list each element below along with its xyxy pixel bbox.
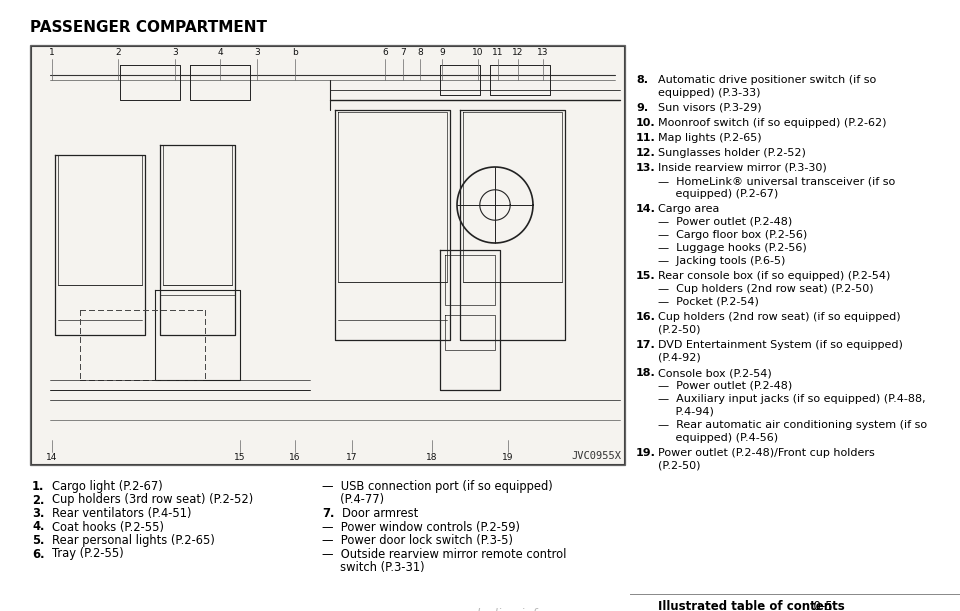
Text: (P.2-50): (P.2-50) bbox=[658, 461, 701, 471]
Text: 1: 1 bbox=[49, 48, 55, 57]
Text: equipped) (P.2-67): equipped) (P.2-67) bbox=[658, 189, 779, 199]
Text: P.4-94): P.4-94) bbox=[658, 407, 714, 417]
Text: 18: 18 bbox=[426, 453, 438, 462]
Text: switch (P.3-31): switch (P.3-31) bbox=[322, 561, 424, 574]
Text: Power outlet (P.2-48)/Front cup holders: Power outlet (P.2-48)/Front cup holders bbox=[658, 448, 875, 458]
Text: 3: 3 bbox=[172, 48, 178, 57]
Text: 9: 9 bbox=[439, 48, 444, 57]
Text: —  Power door lock switch (P.3-5): — Power door lock switch (P.3-5) bbox=[322, 534, 513, 547]
Text: Rear personal lights (P.2-65): Rear personal lights (P.2-65) bbox=[52, 534, 215, 547]
Text: Automatic drive positioner switch (if so: Automatic drive positioner switch (if so bbox=[658, 75, 876, 85]
Text: 5.: 5. bbox=[32, 534, 44, 547]
Text: 14: 14 bbox=[46, 453, 58, 462]
Text: Rear console box (if so equipped) (P.2-54): Rear console box (if so equipped) (P.2-5… bbox=[658, 271, 890, 281]
Text: 11: 11 bbox=[492, 48, 504, 57]
Text: (P.4-77): (P.4-77) bbox=[322, 494, 384, 507]
Text: DVD Entertainment System (if so equipped): DVD Entertainment System (if so equipped… bbox=[658, 340, 902, 350]
Text: 6: 6 bbox=[382, 48, 388, 57]
Text: 0-5: 0-5 bbox=[806, 600, 832, 611]
Text: Coat hooks (P.2-55): Coat hooks (P.2-55) bbox=[52, 521, 164, 533]
Text: PASSENGER COMPARTMENT: PASSENGER COMPARTMENT bbox=[30, 20, 267, 35]
Text: 12.: 12. bbox=[636, 148, 656, 158]
Text: —  Auxiliary input jacks (if so equipped) (P.4-88,: — Auxiliary input jacks (if so equipped)… bbox=[658, 394, 925, 404]
Text: (P.4-92): (P.4-92) bbox=[658, 353, 701, 363]
Text: 16: 16 bbox=[289, 453, 300, 462]
Text: Inside rearview mirror (P.3-30): Inside rearview mirror (P.3-30) bbox=[658, 163, 827, 173]
Text: 15.: 15. bbox=[636, 271, 656, 281]
Text: 13: 13 bbox=[538, 48, 549, 57]
Text: JVC0955X: JVC0955X bbox=[571, 451, 621, 461]
Text: 19.: 19. bbox=[636, 448, 656, 458]
Text: 10.: 10. bbox=[636, 118, 656, 128]
Text: 14.: 14. bbox=[636, 204, 656, 214]
Text: Console box (P.2-54): Console box (P.2-54) bbox=[658, 368, 772, 378]
Text: Cup holders (3rd row seat) (P.2-52): Cup holders (3rd row seat) (P.2-52) bbox=[52, 494, 253, 507]
Text: 8.: 8. bbox=[636, 75, 648, 85]
Text: —  HomeLink® universal transceiver (if so: — HomeLink® universal transceiver (if so bbox=[658, 176, 896, 186]
Text: —  Pocket (P.2-54): — Pocket (P.2-54) bbox=[658, 297, 758, 307]
Text: —  Power outlet (P.2-48): — Power outlet (P.2-48) bbox=[658, 217, 792, 227]
Text: 10: 10 bbox=[472, 48, 484, 57]
Text: Tray (P.2-55): Tray (P.2-55) bbox=[52, 547, 124, 560]
Text: 3.: 3. bbox=[32, 507, 44, 520]
Text: 13.: 13. bbox=[636, 163, 656, 173]
Text: Cup holders (2nd row seat) (if so equipped): Cup holders (2nd row seat) (if so equipp… bbox=[658, 312, 900, 322]
Text: Rear ventilators (P.4-51): Rear ventilators (P.4-51) bbox=[52, 507, 191, 520]
Text: 3: 3 bbox=[254, 48, 260, 57]
Text: —  Cargo floor box (P.2-56): — Cargo floor box (P.2-56) bbox=[658, 230, 807, 240]
Text: Sunglasses holder (P.2-52): Sunglasses holder (P.2-52) bbox=[658, 148, 805, 158]
Text: —  USB connection port (if so equipped): — USB connection port (if so equipped) bbox=[322, 480, 553, 493]
Text: 11.: 11. bbox=[636, 133, 656, 143]
Text: carmanualsoline.info: carmanualsoline.info bbox=[415, 608, 545, 611]
Text: —  Outside rearview mirror remote control: — Outside rearview mirror remote control bbox=[322, 547, 566, 560]
Text: 17: 17 bbox=[347, 453, 358, 462]
Text: —  Power window controls (P.2-59): — Power window controls (P.2-59) bbox=[322, 521, 520, 533]
Text: Door armrest: Door armrest bbox=[342, 507, 419, 520]
Bar bbox=[30, 45, 625, 465]
Text: —  Power outlet (P.2-48): — Power outlet (P.2-48) bbox=[658, 381, 792, 391]
Text: Illustrated table of contents: Illustrated table of contents bbox=[658, 600, 845, 611]
Text: 15: 15 bbox=[234, 453, 246, 462]
Text: 19: 19 bbox=[502, 453, 514, 462]
Text: 2: 2 bbox=[115, 48, 121, 57]
Text: equipped) (P.4-56): equipped) (P.4-56) bbox=[658, 433, 779, 443]
Text: —  Cup holders (2nd row seat) (P.2-50): — Cup holders (2nd row seat) (P.2-50) bbox=[658, 284, 874, 294]
Text: Moonroof switch (if so equipped) (P.2-62): Moonroof switch (if so equipped) (P.2-62… bbox=[658, 118, 886, 128]
Text: 7: 7 bbox=[400, 48, 406, 57]
Text: Sun visors (P.3-29): Sun visors (P.3-29) bbox=[658, 103, 761, 113]
Text: —  Jacking tools (P.6-5): — Jacking tools (P.6-5) bbox=[658, 256, 785, 266]
Text: 12: 12 bbox=[513, 48, 524, 57]
Text: 9.: 9. bbox=[636, 103, 648, 113]
Text: Map lights (P.2-65): Map lights (P.2-65) bbox=[658, 133, 761, 143]
Text: Cargo light (P.2-67): Cargo light (P.2-67) bbox=[52, 480, 163, 493]
Text: 6.: 6. bbox=[32, 547, 44, 560]
Text: 8: 8 bbox=[418, 48, 422, 57]
Text: 2.: 2. bbox=[32, 494, 44, 507]
Text: (P.2-50): (P.2-50) bbox=[658, 325, 701, 335]
Text: b: b bbox=[292, 48, 298, 57]
Text: —  Luggage hooks (P.2-56): — Luggage hooks (P.2-56) bbox=[658, 243, 806, 253]
Text: 18.: 18. bbox=[636, 368, 656, 378]
Text: 4.: 4. bbox=[32, 521, 44, 533]
Text: Cargo area: Cargo area bbox=[658, 204, 719, 214]
Text: 17.: 17. bbox=[636, 340, 656, 350]
Text: 16.: 16. bbox=[636, 312, 656, 322]
Text: 4: 4 bbox=[217, 48, 223, 57]
Text: 1.: 1. bbox=[32, 480, 44, 493]
Text: equipped) (P.3-33): equipped) (P.3-33) bbox=[658, 88, 760, 98]
Text: —  Rear automatic air conditioning system (if so: — Rear automatic air conditioning system… bbox=[658, 420, 927, 430]
Text: 7.: 7. bbox=[322, 507, 334, 520]
